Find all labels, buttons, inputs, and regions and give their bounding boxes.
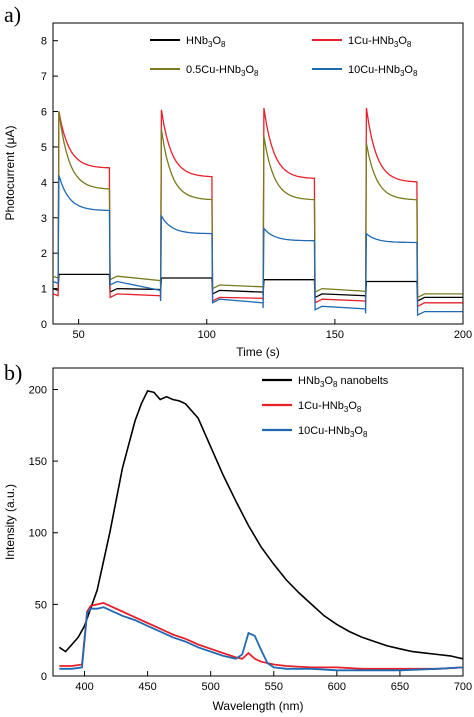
panel-a-y-tick-label: 1	[41, 284, 47, 296]
panel-b-y-tick-label: 150	[29, 456, 47, 468]
panel-b-label: b)	[4, 360, 22, 385]
panel-b-y-tick-label: 0	[41, 671, 47, 683]
panel-b-y-tick-label: 100	[29, 528, 47, 540]
panel-a-legend-label: 0.5Cu-HNb3O8	[186, 64, 259, 78]
panel-a-series-line	[52, 175, 463, 317]
panel-b-x-tick-label: 400	[75, 681, 93, 693]
panel-b-series-line	[59, 601, 464, 670]
panel-a-series-line	[52, 107, 463, 308]
panel-b-series-line	[59, 606, 464, 672]
panel-a-legend-label: 1Cu-HNb3O8	[348, 35, 412, 49]
panel-a-x-tick-label: 200	[454, 329, 472, 341]
panel-a-y-tick-label: 8	[41, 36, 47, 48]
panel-b-legend: HNb3O8 nanobelts 1Cu-HNb3O8 10Cu-HNb3O8	[262, 375, 389, 439]
panel-a: a) 50 100 150 200 0 1 2 3 4 5 6 7 8 Time (s) Photocu…	[3, 2, 472, 359]
panel-a-x-tick-label: 50	[73, 329, 85, 341]
panel-b-x-tick-label: 550	[265, 681, 283, 693]
panel-a-y-tick-label: 0	[41, 319, 47, 331]
panel-b-legend-label: HNb3O8 nanobelts	[298, 375, 389, 389]
panel-a-x-tick-label: 150	[326, 329, 344, 341]
panel-b-plot-frame	[52, 367, 464, 677]
panel-a-x-tick-label: 100	[198, 329, 216, 341]
panel-a-y-tick-label: 7	[41, 71, 47, 83]
panel-a-y-axis-title: Photocurrent (μA)	[3, 126, 17, 221]
panel-a-legend-label: 10Cu-HNb3O8	[348, 64, 418, 78]
panel-b-legend-label: 1Cu-HNb3O8	[298, 400, 362, 414]
panel-a-y-tick-label: 5	[41, 142, 47, 154]
panel-b-legend-label: 10Cu-HNb3O8	[298, 425, 368, 439]
panel-a-x-axis-title: Time (s)	[236, 345, 280, 359]
panel-b-y-tick-label: 50	[35, 599, 47, 611]
panel-a-label: a)	[4, 2, 21, 27]
panel-a-y-tick-label: 3	[41, 213, 47, 225]
panel-b-x-tick-label: 650	[391, 681, 409, 693]
panel-b-x-tick-label: 450	[138, 681, 156, 693]
panel-b-y-axis-title: Intensity (a.u.)	[3, 484, 17, 560]
panel-b-x-axis-title: Wavelength (nm)	[213, 699, 304, 713]
panel-b: b) 400 450 500 550 600 650 700 0 50 100 150 200 Wav…	[3, 360, 472, 713]
panel-b-x-tick-label: 600	[328, 681, 346, 693]
panel-b-y-tick-label: 200	[29, 384, 47, 396]
panel-b-series-line	[58, 389, 464, 660]
panel-a-y-tick-label: 6	[41, 107, 47, 119]
panel-a-plot-frame	[52, 22, 464, 325]
panel-a-legend-label: HNb3O8	[186, 35, 226, 49]
panel-a-y-tick-label: 2	[41, 248, 47, 260]
panel-b-x-tick-label: 700	[454, 681, 472, 693]
panel-a-series-line	[52, 111, 463, 299]
panel-a-legend: HNb3O8 1Cu-HNb3O8 0.5Cu-HNb3O8 10Cu-HNb3O8	[150, 35, 418, 78]
panel-a-series-line	[52, 273, 463, 303]
panel-b-x-tick-label: 500	[202, 681, 220, 693]
panel-a-y-tick-label: 4	[41, 177, 47, 189]
